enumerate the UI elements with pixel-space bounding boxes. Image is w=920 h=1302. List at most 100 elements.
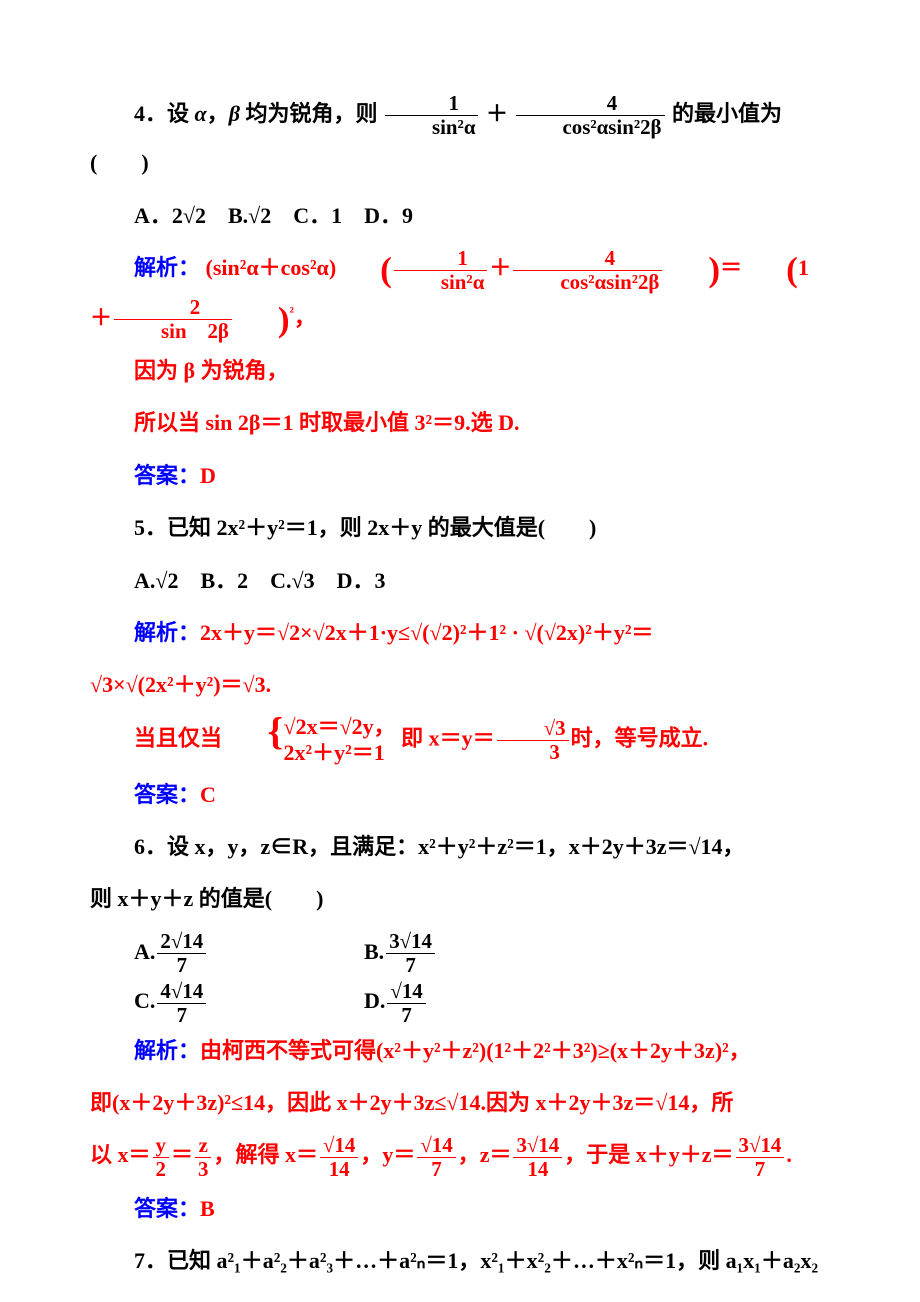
frac: 1sin²α [385,92,478,139]
t: D. [364,988,385,1013]
frac: 3√1414 [513,1134,562,1181]
den: cos²αsin²2β [516,116,665,139]
t: 当且仅当 [134,725,222,750]
q6-stem2: 则 x＋y＋z 的值是( ) [90,875,830,923]
t: ＝ [720,255,742,280]
system: √2x＝√2y，2x²＋y²＝1 [228,714,396,767]
t: C. [134,988,155,1013]
q4-sol2: 因为 β 为锐角， [90,347,830,395]
t: A. [134,939,155,964]
optC: C.4√147 [134,977,364,1026]
sol-label: 解析： [134,255,200,280]
q7-stem: 7．已知 a²₁＋a²₂＋a²₃＋…＋a²ₙ＝1，x²₁＋x²₂＋…＋x²ₙ＝1… [90,1237,830,1285]
q6-stem1: 6．设 x，y，z∈R，且满足：x²＋y²＋z²＝1，x＋2y＋3z＝√14， [90,823,830,871]
frac: 3√147 [736,1134,785,1181]
q4-stem: 4．设 α，β 均为锐角，则 1sin²α ＋ 4cos²αsin²2β 的最小… [90,90,830,188]
frac: 2sin 2β [114,296,232,343]
t: ， [294,305,316,330]
paren: ( [742,256,798,284]
frac: √147 [387,980,425,1027]
optA: A.2√147 [134,928,364,977]
den: 2 [153,1158,169,1181]
t: 2x＋y＝√2×√2x＋1·y≤√(√2)²＋1² · √(√2x)²＋y²＝ [200,620,653,645]
den: 3 [195,1158,211,1181]
q5-stem: 5．已知 2x²＋y²＝1，则 2x＋y 的最大值是( ) [90,504,830,552]
num: 3√14 [736,1134,785,1158]
ans-val: C [200,782,216,807]
q4-sol3: 所以当 sin 2β＝1 时取最小值 3²＝9.选 D. [90,399,830,447]
t: ＋ [486,101,508,126]
frac: 1sin²α [394,247,487,294]
t: 时，等号成立. [571,725,709,750]
frac: 2√147 [157,930,206,977]
t: B. [364,939,384,964]
num: √14 [320,1134,358,1158]
paren: ) [234,306,290,334]
den: 14 [320,1158,358,1181]
t: ，y＝ [360,1142,415,1167]
num: z [195,1134,211,1158]
frac: √147 [417,1134,455,1181]
ans-val: D [200,463,216,488]
num: √3 [497,717,569,741]
t: 由柯西不等式可得(x²＋y²＋z²)(1²＋2²＋3²)≥(x＋2y＋3z)²， [200,1038,751,1063]
optD: D.√147 [364,977,594,1026]
q5-options: A.√2 B．2 C.√3 D．3 [90,557,830,605]
den: 7 [736,1158,785,1181]
frac: 4cos²αsin²2β [516,92,665,139]
num: 3√14 [386,930,435,954]
den: sin²α [394,271,487,294]
t: 即 x＝y＝ [401,725,495,750]
t: 4．设 [134,101,195,126]
q6-sol1: 解析：由柯西不等式可得(x²＋y²＋z²)(1²＋2²＋3²)≥(x＋2y＋3z… [90,1027,830,1075]
den: cos²αsin²2β [513,271,662,294]
num: 1 [385,92,478,116]
den: 7 [157,1004,206,1027]
q6-ans: 答案：B [90,1185,830,1233]
t: ＋ [489,255,511,280]
q5-sol1: 解析：2x＋y＝√2×√2x＋1·y≤√(√2)²＋1² · √(√2x)²＋y… [90,609,830,657]
q4-ans: 答案：D [90,452,830,500]
den: 7 [387,1004,425,1027]
num: √14 [387,980,425,1004]
frac: √33 [497,717,569,764]
den: sin 2β [114,320,232,343]
num: 3√14 [513,1134,562,1158]
den: sin²α [385,116,478,139]
paren: ( [336,256,392,284]
num: 4 [516,92,665,116]
ans-label: 答案： [134,1196,200,1221]
q6-sol3: 以 x＝y2＝z3，解得 x＝√1414，y＝√147，z＝3√1414，于是 … [90,1131,830,1180]
sol-label: 解析： [134,620,200,645]
num: 1 [394,247,487,271]
num: √14 [417,1134,455,1158]
sys-row: √2x＝√2y， [240,714,396,740]
num: 4√14 [157,980,206,1004]
t: (sin²α＋cos²α) [206,255,337,280]
den: 7 [157,954,206,977]
q4-sol1: 解析： (sin²α＋cos²α)(1sin²α＋4cos²αsin²2β)＝(… [90,244,830,343]
q6-opts-row2: C.4√147 D.√147 [134,977,830,1026]
sys-row: 2x²＋y²＝1 [240,740,396,766]
t: α [195,101,207,126]
q5-sol3: 当且仅当 √2x＝√2y，2x²＋y²＝1 即 x＝y＝√33时，等号成立. [90,714,830,767]
den: 14 [513,1158,562,1181]
q6-sol2: 即(x＋2y＋3z)²≤14，因此 x＋2y＋3z≤√14.因为 x＋2y＋3z… [90,1079,830,1127]
ans-val: B [200,1196,215,1221]
num: 2 [114,296,232,320]
den: 7 [386,954,435,977]
ans-label: 答案： [134,463,200,488]
num: 4 [513,247,662,271]
num: y [153,1134,169,1158]
q5-sol2: √3×√(2x²＋y²)＝√3. [90,661,830,709]
frac: 3√147 [386,930,435,977]
q4-options: A．2√2 B.√2 C．1 D．9 [90,192,830,240]
frac: 4cos²αsin²2β [513,247,662,294]
sol-label: 解析： [134,1038,200,1063]
paren: ) [664,256,720,284]
t: ＝ [171,1142,193,1167]
frac: √1414 [320,1134,358,1181]
frac: 4√147 [157,980,206,1027]
q6-opts-row1: A.2√147 B.3√147 [134,928,830,977]
t: ，解得 x＝ [213,1142,318,1167]
